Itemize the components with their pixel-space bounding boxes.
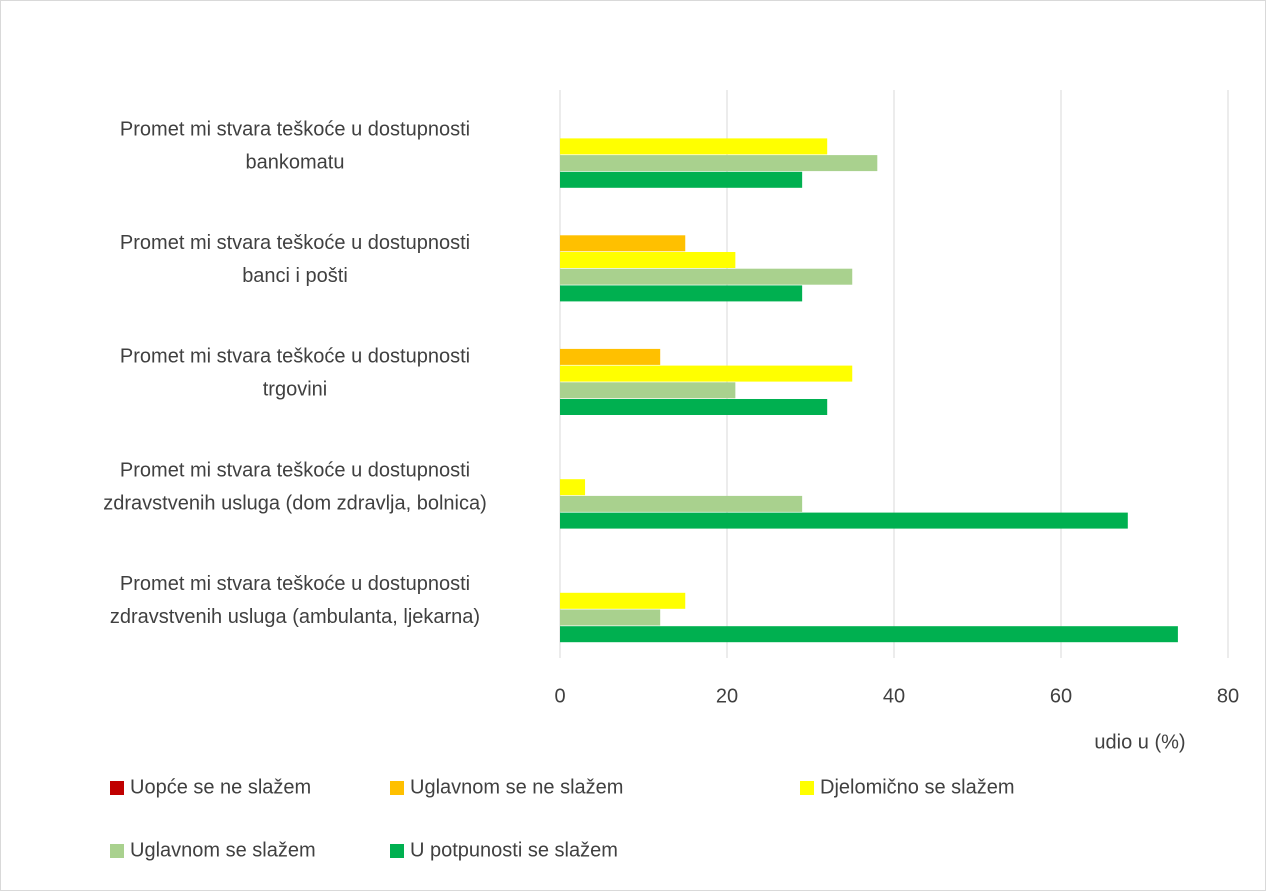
bar xyxy=(560,495,803,512)
bar xyxy=(560,399,828,415)
bar xyxy=(560,348,661,365)
bar xyxy=(560,235,686,252)
x-tick-label: 80 xyxy=(1217,685,1239,707)
bar xyxy=(560,155,878,172)
y-tick-label: zdravstvenih usluga (dom zdravlja, bolni… xyxy=(103,492,487,514)
y-tick-label: Promet mi stvara teškoće u dostupnosti xyxy=(120,573,470,595)
x-tick-label: 60 xyxy=(1050,685,1072,707)
bar xyxy=(560,285,803,302)
x-tick-label: 0 xyxy=(554,685,565,707)
bar xyxy=(560,171,803,188)
y-tick-label: Promet mi stvara teškoće u dostupnosti xyxy=(120,119,470,141)
legend-label: Uglavnom se ne slažem xyxy=(410,776,623,798)
bar xyxy=(560,592,686,609)
x-tick-label: 40 xyxy=(883,685,905,707)
y-tick-label: Promet mi stvara teškoće u dostupnosti xyxy=(120,346,470,368)
bar xyxy=(560,365,853,382)
legend-swatch xyxy=(110,844,124,858)
legend-swatch xyxy=(800,781,814,795)
legend-swatch xyxy=(110,781,124,795)
x-axis-title: udio u (%) xyxy=(1094,731,1185,753)
y-tick-label: bankomatu xyxy=(246,152,345,174)
legend-swatch xyxy=(390,844,404,858)
y-tick-label: banci i pošti xyxy=(242,265,348,287)
bar xyxy=(560,138,828,155)
legend-swatch xyxy=(390,781,404,795)
bar xyxy=(560,382,736,399)
legend-label: Djelomično se slažem xyxy=(820,776,1015,798)
bar xyxy=(560,252,736,268)
y-tick-label: trgovini xyxy=(263,379,327,401)
bar xyxy=(560,268,853,285)
y-tick-label: zdravstvenih usluga (ambulanta, ljekarna… xyxy=(110,606,480,628)
x-tick-label: 20 xyxy=(716,685,738,707)
y-tick-label: Promet mi stvara teškoće u dostupnosti xyxy=(120,232,470,254)
y-tick-label: Promet mi stvara teškoće u dostupnosti xyxy=(120,459,470,481)
bar xyxy=(560,626,1178,643)
legend-label: U potpunosti se slažem xyxy=(410,839,618,861)
bar xyxy=(560,609,661,626)
bar xyxy=(560,512,1128,529)
bar xyxy=(560,479,586,496)
legend-label: Uglavnom se slažem xyxy=(130,839,316,861)
legend-label: Uopće se ne slažem xyxy=(130,776,311,798)
